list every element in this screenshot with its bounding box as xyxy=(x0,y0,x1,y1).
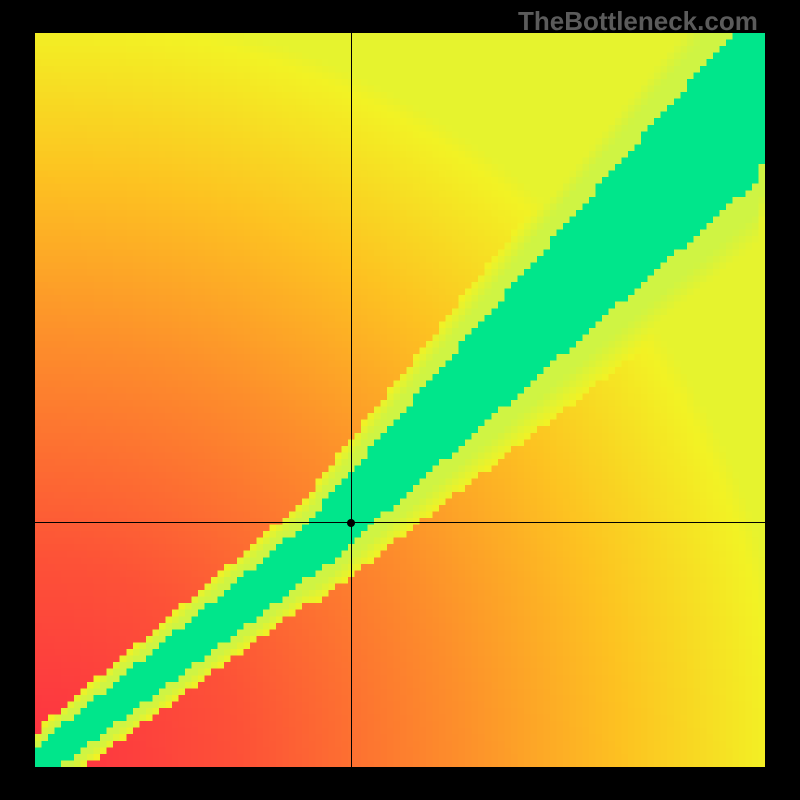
watermark-text: TheBottleneck.com xyxy=(518,6,758,37)
crosshair-point xyxy=(347,519,355,527)
crosshair-horizontal xyxy=(35,522,765,523)
crosshair-vertical xyxy=(351,33,352,767)
heatmap-canvas xyxy=(35,33,765,767)
chart-container: TheBottleneck.com xyxy=(0,0,800,800)
